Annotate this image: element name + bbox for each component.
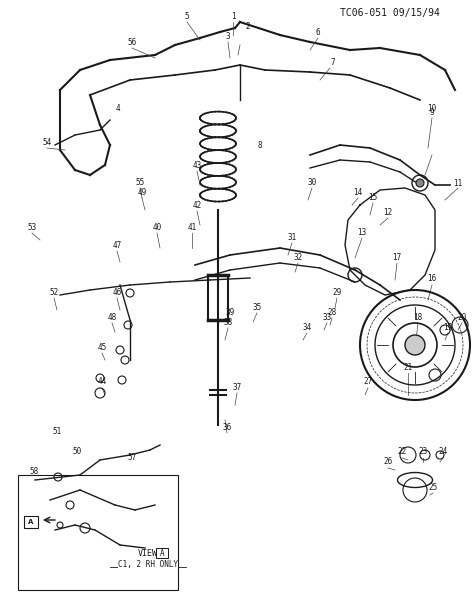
Text: 12: 12 [383,207,392,217]
Text: 31: 31 [287,233,297,242]
Text: 50: 50 [73,447,82,457]
Text: 1: 1 [231,12,235,20]
Text: 48: 48 [108,313,117,321]
Text: 30: 30 [307,177,317,187]
Text: 42: 42 [192,201,201,209]
Text: 24: 24 [438,447,447,457]
Text: 53: 53 [27,223,36,231]
Text: 44: 44 [97,378,107,387]
Text: 55: 55 [136,177,145,187]
Text: 56: 56 [128,37,137,47]
Text: TC06-051 09/15/94: TC06-051 09/15/94 [340,8,440,18]
Text: 18: 18 [413,313,423,321]
Text: 23: 23 [419,447,428,457]
Text: 9: 9 [430,108,434,116]
Text: 43: 43 [192,160,201,170]
Text: 28: 28 [328,307,337,316]
Text: 8: 8 [258,141,262,149]
Text: 7: 7 [331,58,335,67]
Text: 29: 29 [332,288,342,296]
Text: VIEW: VIEW [138,548,158,558]
FancyBboxPatch shape [156,548,168,558]
Text: 41: 41 [187,223,197,231]
Text: 22: 22 [397,447,407,457]
Text: C1, 2 RH ONLY: C1, 2 RH ONLY [118,559,178,569]
Text: 16: 16 [428,274,437,283]
Text: 52: 52 [49,288,59,296]
Text: 6: 6 [316,28,320,37]
Text: 46: 46 [112,288,122,296]
Text: 38: 38 [223,318,233,326]
Text: 54: 54 [42,138,52,146]
Text: 51: 51 [52,428,62,436]
Text: 49: 49 [137,187,146,196]
Text: 14: 14 [354,187,363,196]
Text: 11: 11 [453,179,463,187]
Text: A: A [160,548,164,558]
Circle shape [416,179,424,187]
Text: 58: 58 [29,468,38,477]
Text: 21: 21 [403,362,413,371]
Text: 36: 36 [222,422,232,431]
Text: 33: 33 [322,313,332,321]
Text: 26: 26 [383,458,392,466]
Bar [18,475,178,590]
Text: 25: 25 [428,482,438,491]
Text: 39: 39 [225,307,235,316]
Text: 19: 19 [443,323,453,332]
Text: A: A [28,519,34,525]
Text: 47: 47 [112,241,122,250]
Text: 32: 32 [293,253,302,261]
Text: 13: 13 [357,228,366,236]
FancyBboxPatch shape [24,516,38,528]
Text: 27: 27 [364,378,373,387]
Text: 10: 10 [428,103,437,113]
Text: 37: 37 [232,382,242,392]
Text: 20: 20 [457,313,466,321]
Text: 35: 35 [252,302,262,312]
Text: 4: 4 [116,103,120,113]
Circle shape [405,335,425,355]
Text: 34: 34 [302,323,311,332]
Text: 17: 17 [392,253,401,261]
Text: 2: 2 [246,21,250,31]
Text: 5: 5 [185,12,189,20]
Text: 40: 40 [152,223,162,231]
Text: 15: 15 [368,193,378,201]
Text: 3: 3 [226,31,230,40]
Text: 57: 57 [128,452,137,461]
Text: 45: 45 [97,343,107,351]
